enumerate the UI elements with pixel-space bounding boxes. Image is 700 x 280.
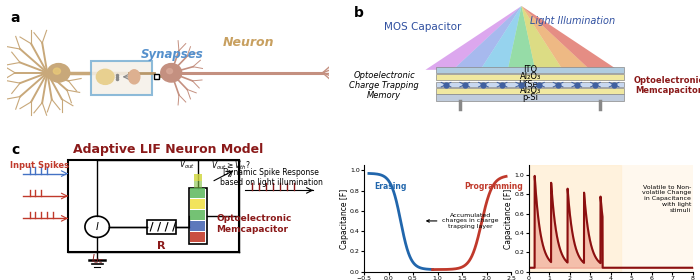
Text: ITO: ITO [523,66,537,74]
Bar [190,188,205,198]
Text: b: b [354,6,363,20]
Text: Programming: Programming [465,181,523,190]
Bar [189,188,206,244]
Ellipse shape [53,68,60,74]
Text: $V_{out} \geq V_{th}?$: $V_{out} \geq V_{th}?$ [211,160,251,172]
Bar [435,74,624,80]
Bar [190,199,205,209]
Y-axis label: Capacitance [F]: Capacitance [F] [504,188,513,249]
Text: Adaptive LIF Neuron Model: Adaptive LIF Neuron Model [73,143,263,156]
Text: HfSe₂: HfSe₂ [519,80,542,89]
Bar [528,165,621,272]
Ellipse shape [161,64,182,82]
Polygon shape [522,6,617,70]
Bar [435,88,624,94]
Polygon shape [522,6,563,70]
Polygon shape [522,6,590,70]
Text: $I_{dc}$: $I_{dc}$ [91,252,104,266]
Bar [153,74,160,79]
Ellipse shape [167,69,172,74]
Text: Optoelectronic
Memcapacitor: Optoelectronic Memcapacitor [216,214,292,234]
Text: Synapses: Synapses [141,48,204,61]
Bar [194,174,202,181]
Text: MOS Capacitor: MOS Capacitor [384,22,462,32]
Text: Optoelectronic
Memcapacitor: Optoelectronic Memcapacitor [634,76,700,95]
Text: I: I [96,222,99,232]
Bar [435,67,624,73]
Bar [435,82,624,87]
Text: Input Spikes: Input Spikes [10,161,69,170]
Text: p-Si: p-Si [522,93,538,102]
Text: Accumulated
charges in charge
trapping layer: Accumulated charges in charge trapping l… [427,213,499,229]
Text: Erasing: Erasing [374,181,406,190]
Text: Neuron: Neuron [223,36,274,49]
Text: Light Illumination: Light Illumination [531,16,615,25]
Text: Volatile to Non-
volatile Change
in Capacitance
with light
stimuli: Volatile to Non- volatile Change in Capa… [642,185,691,213]
Text: R: R [158,241,166,251]
Bar [147,220,176,234]
Polygon shape [508,6,536,70]
Ellipse shape [97,69,114,84]
Bar [194,174,202,188]
Bar [68,160,239,252]
Bar [190,232,205,242]
Y-axis label: Capacitance [F]: Capacitance [F] [340,188,349,249]
Bar [435,94,624,101]
Text: Optoelectronic
Charge Trapping
Memory: Optoelectronic Charge Trapping Memory [349,71,419,100]
Text: Al₂O₃: Al₂O₃ [519,72,540,81]
Polygon shape [480,6,522,70]
Bar [91,61,152,95]
Polygon shape [453,6,522,70]
Bar [190,210,205,220]
Text: $V_{out}$: $V_{out}$ [179,158,195,171]
Bar [190,221,205,231]
Ellipse shape [129,70,140,84]
Text: Dynamic Spike Response
based on light illumination: Dynamic Spike Response based on light il… [220,168,323,187]
Ellipse shape [48,64,70,82]
Text: a: a [10,11,20,25]
Text: c: c [12,143,20,157]
Polygon shape [426,6,522,70]
Text: Al₂O₃: Al₂O₃ [519,87,540,95]
